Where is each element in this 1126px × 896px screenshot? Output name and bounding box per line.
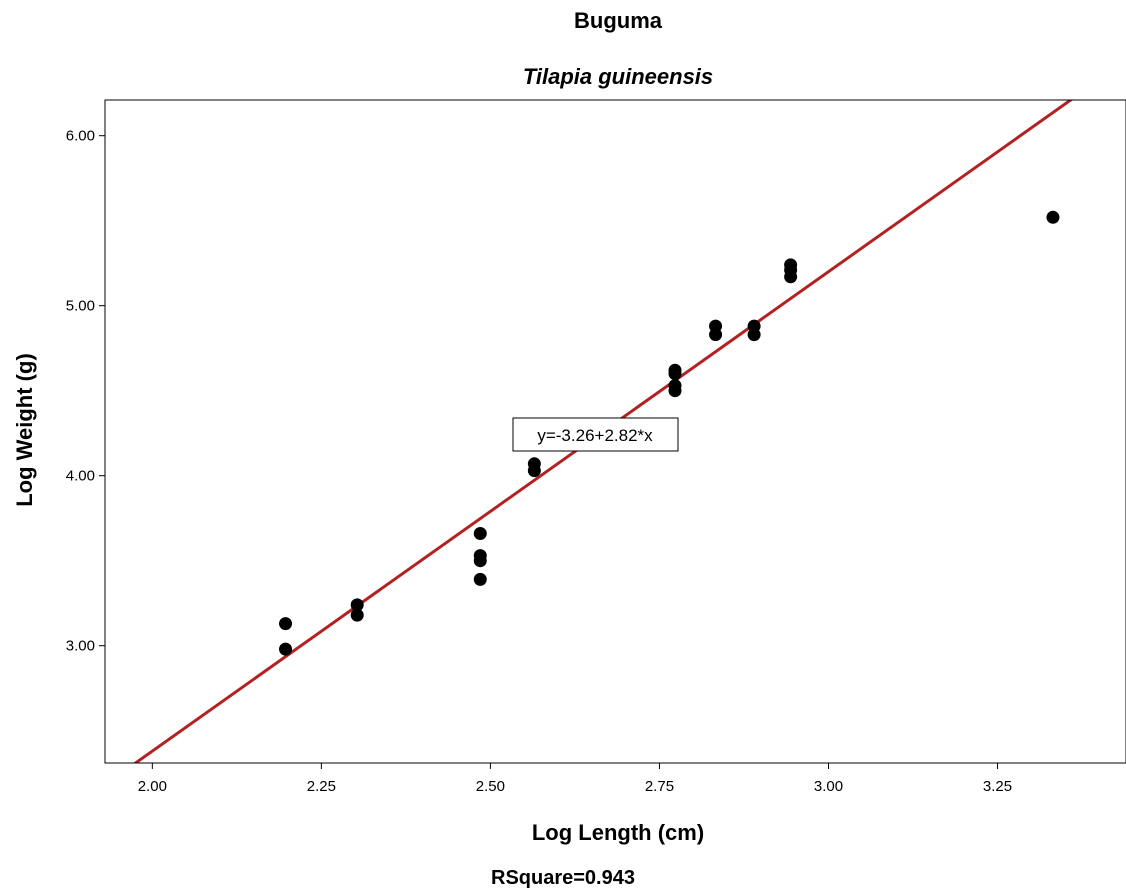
data-point bbox=[527, 464, 541, 478]
y-tick-label: 4.00 bbox=[66, 468, 95, 485]
chart-title: Buguma bbox=[574, 8, 663, 33]
y-axis-label: Log Weight (g) bbox=[12, 353, 37, 507]
x-tick-label: 2.00 bbox=[138, 778, 167, 795]
rsquare-label: RSquare=0.943 bbox=[491, 867, 635, 889]
y-tick-label: 6.00 bbox=[66, 128, 95, 145]
x-tick-label: 2.75 bbox=[645, 778, 674, 795]
data-point bbox=[279, 642, 293, 656]
data-point bbox=[1046, 210, 1060, 224]
data-point bbox=[668, 384, 682, 398]
data-point bbox=[350, 598, 364, 612]
x-axis-label: Log Length (cm) bbox=[532, 820, 704, 845]
data-point bbox=[350, 608, 364, 622]
equation-box: y=-3.26+2.82*x bbox=[512, 417, 679, 452]
x-tick-label: 2.50 bbox=[476, 778, 505, 795]
axes: 2.00 2.25 2.50 2.75 3.00 3.25 3.00 4.00 5.00 6.00 bbox=[66, 128, 1012, 795]
data-point bbox=[473, 554, 487, 568]
data-point bbox=[473, 572, 487, 586]
data-point bbox=[279, 617, 293, 631]
x-tick-label: 2.25 bbox=[307, 778, 336, 795]
x-tick-label: 3.25 bbox=[983, 778, 1012, 795]
plot-area bbox=[132, 100, 1074, 763]
y-tick-label: 5.00 bbox=[66, 298, 95, 315]
x-tick-label: 3.00 bbox=[814, 778, 843, 795]
data-point bbox=[473, 527, 487, 540]
equation-label: y=-3.26+2.82*x bbox=[537, 426, 653, 445]
data-point bbox=[784, 270, 798, 284]
data-point bbox=[709, 328, 723, 342]
chart-subtitle: Tilapia guineensis bbox=[523, 64, 713, 89]
plot-frame bbox=[104, 99, 1126, 764]
data-point bbox=[668, 367, 682, 381]
data-point bbox=[747, 328, 761, 342]
equation-box-frame bbox=[512, 417, 679, 452]
y-tick-label: 3.00 bbox=[66, 638, 95, 655]
